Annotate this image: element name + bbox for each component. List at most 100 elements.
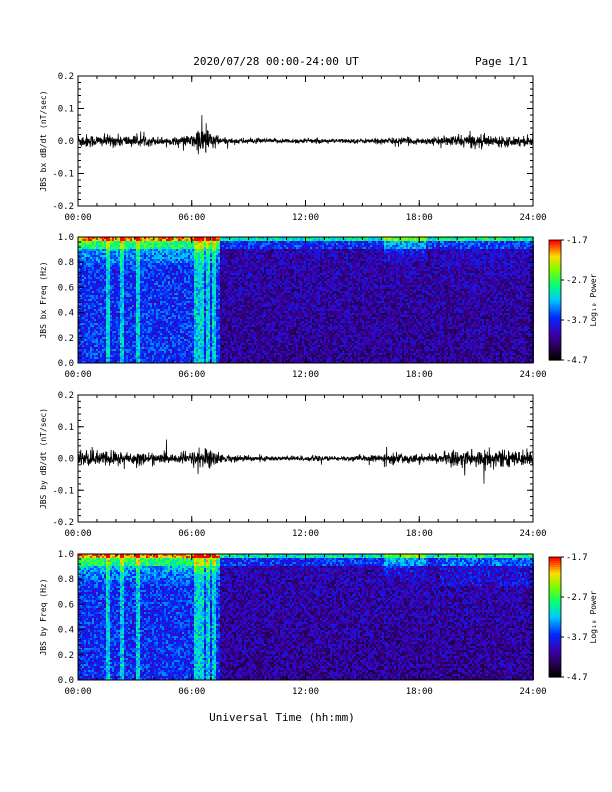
heatmap-cell	[212, 259, 214, 261]
heatmap-cell	[212, 343, 214, 345]
heatmap-cell	[152, 247, 154, 249]
heatmap-cell	[168, 301, 170, 303]
heatmap-cell	[168, 251, 170, 253]
heatmap-cell	[156, 281, 158, 283]
heatmap-cell	[218, 243, 220, 245]
heatmap-cell	[124, 291, 126, 293]
heatmap-cell	[182, 279, 184, 281]
heatmap-cell	[196, 337, 198, 339]
heatmap-cell	[200, 295, 202, 297]
heatmap-cell	[128, 317, 130, 319]
heatmap-cell	[172, 353, 174, 355]
heatmap-cell	[86, 333, 88, 335]
heatmap-cell	[206, 317, 208, 319]
heatmap-cell	[140, 295, 142, 297]
heatmap-cell	[146, 281, 148, 283]
heatmap-cell	[80, 295, 82, 297]
heatmap-cell	[164, 307, 166, 309]
heatmap-cell	[212, 319, 214, 321]
heatmap-cell	[216, 347, 218, 349]
heatmap-cell	[174, 317, 176, 319]
heatmap-cell	[208, 267, 210, 269]
heatmap-cell	[92, 317, 94, 319]
heatmap-cell	[224, 287, 226, 289]
heatmap-cell	[120, 351, 122, 353]
heatmap-cell	[112, 289, 114, 291]
heatmap-cell	[158, 353, 160, 355]
heatmap-cell	[168, 333, 170, 335]
heatmap-cell	[144, 245, 146, 247]
heatmap-cell	[102, 289, 104, 291]
heatmap-cell	[204, 263, 206, 265]
heatmap-cell	[166, 329, 168, 331]
heatmap-cell	[80, 279, 82, 281]
heatmap-cell	[218, 253, 220, 255]
heatmap-cell	[84, 327, 86, 329]
heatmap-cell	[82, 281, 84, 283]
heatmap-cell	[162, 239, 164, 241]
heatmap-cell	[230, 305, 232, 307]
heatmap-cell	[214, 243, 216, 245]
heatmap-cell	[188, 285, 190, 287]
heatmap-cell	[102, 261, 104, 263]
heatmap-cell	[170, 317, 172, 319]
heatmap-cell	[126, 257, 128, 259]
heatmap-cell	[184, 289, 186, 291]
heatmap-cell	[232, 255, 234, 257]
heatmap-cell	[208, 291, 210, 293]
heatmap-cell	[160, 241, 162, 243]
heatmap-cell	[140, 317, 142, 319]
heatmap-cell	[202, 291, 204, 293]
heatmap-cell	[198, 273, 200, 275]
heatmap-cell	[84, 321, 86, 323]
heatmap-cell	[102, 249, 104, 251]
heatmap-cell	[226, 253, 228, 255]
heatmap-cell	[148, 281, 150, 283]
heatmap-cell	[148, 241, 150, 243]
heatmap-cell	[84, 305, 86, 307]
heatmap-cell	[146, 313, 148, 315]
heatmap-cell	[162, 313, 164, 315]
heatmap-cell	[156, 293, 158, 295]
series-line	[78, 115, 533, 154]
heatmap-cell	[200, 281, 202, 283]
heatmap-cell	[182, 257, 184, 259]
heatmap-cell	[188, 271, 190, 273]
heatmap-cell	[162, 281, 164, 283]
heatmap-cell	[214, 285, 216, 287]
heatmap-cell	[156, 359, 158, 361]
heatmap-cell	[188, 333, 190, 335]
heatmap-cell	[110, 293, 112, 295]
heatmap-cell	[172, 329, 174, 331]
heatmap-cell	[220, 345, 222, 347]
heatmap-cell	[210, 349, 212, 351]
heatmap-cell	[212, 359, 214, 361]
heatmap-cell	[96, 267, 98, 269]
heatmap-cell	[112, 277, 114, 279]
heatmap-cell	[226, 277, 228, 279]
heatmap-cell	[98, 345, 100, 347]
heatmap-cell	[146, 295, 148, 297]
heatmap-cell	[216, 285, 218, 287]
heatmap-cell	[172, 291, 174, 293]
heatmap-cell	[224, 269, 226, 271]
heatmap-cell	[122, 313, 124, 315]
heatmap-cell	[114, 263, 116, 265]
heatmap-cell	[88, 249, 90, 251]
heatmap-cell	[178, 335, 180, 337]
heatmap-cell	[84, 299, 86, 301]
heatmap-cell	[112, 309, 114, 311]
heatmap-cell	[98, 323, 100, 325]
heatmap-cell	[188, 335, 190, 337]
heatmap-cell	[130, 355, 132, 357]
heatmap-cell	[180, 353, 182, 355]
heatmap-cell	[174, 329, 176, 331]
heatmap-cell	[130, 289, 132, 291]
heatmap-cell	[202, 357, 204, 359]
heatmap-cell	[104, 273, 106, 275]
heatmap-cell	[172, 281, 174, 283]
heatmap-cell	[116, 305, 118, 307]
heatmap-cell	[112, 249, 114, 251]
heatmap-cell	[216, 307, 218, 309]
heatmap-cell	[144, 269, 146, 271]
